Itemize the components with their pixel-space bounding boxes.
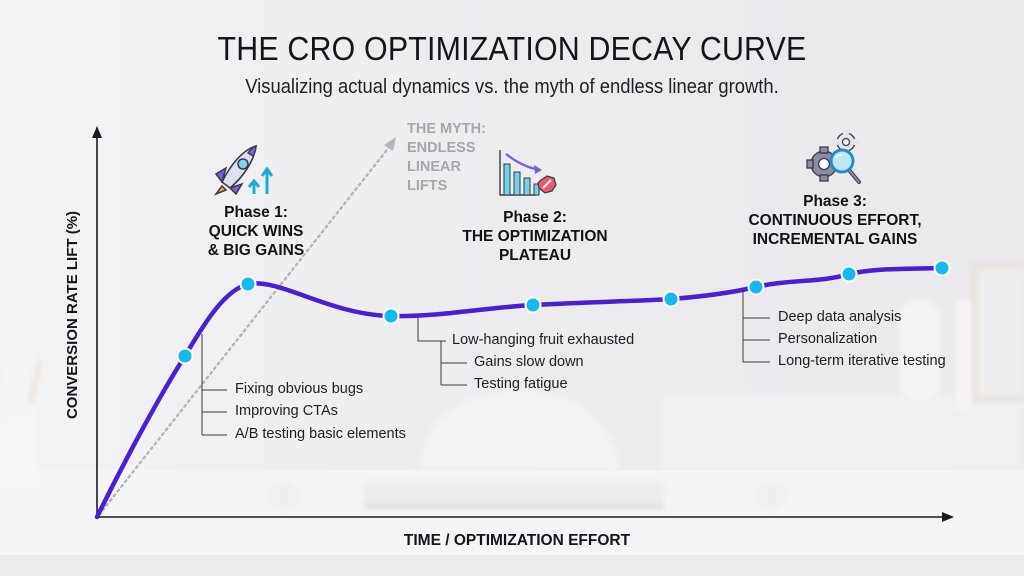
curve-markers [176,259,951,365]
page-title: THE CRO OPTIMIZATION DECAY CURVE [217,30,807,67]
phase-3-bullet: Deep data analysis [778,309,902,325]
annotation-brackets [201,290,770,436]
axes [92,126,954,522]
phase-3-heading: Phase 3: CONTINUOUS EFFORT, INCREMENTAL … [748,193,922,248]
y-axis-label: CONVERSION RATE LIFT (%) [64,210,81,420]
myth-line [97,137,396,517]
declining-bar-chart-stop-icon [499,150,557,196]
x-axis-arrow-icon [942,512,954,522]
myth-label: THE MYTH: ENDLESS LINEAR LIFTS [407,121,486,194]
phase-3-bullet: Personalization [778,331,878,347]
page-subtitle: Visualizing actual dynamics vs. the myth… [245,76,779,98]
phase-2-bullet: Low-hanging fruit exhausted [452,332,635,348]
x-axis-label: TIME / OPTIMIZATION EFFORT [403,532,631,549]
actual-curve [94,265,945,520]
phase-2-bullet: Gains slow down [474,354,584,370]
phase-2-bullet: Testing fatigue [474,376,568,392]
phase-2-heading: Phase 2: THE OPTIMIZATION PLATEAU [462,209,608,264]
phase-1-bullet: A/B testing basic elements [235,426,406,442]
myth-arrow-icon [384,137,396,151]
phase-1-heading: Phase 1: QUICK WINS & BIG GAINS [207,204,305,259]
rocket-growth-icon [213,144,274,196]
gears-magnifier-icon [806,129,861,184]
phase-1-bullet: Improving CTAs [235,403,338,419]
phase-3-bullet: Long-term iterative testing [778,353,946,369]
y-axis-arrow-icon [92,126,102,138]
phase-1-bullet: Fixing obvious bugs [235,381,364,397]
